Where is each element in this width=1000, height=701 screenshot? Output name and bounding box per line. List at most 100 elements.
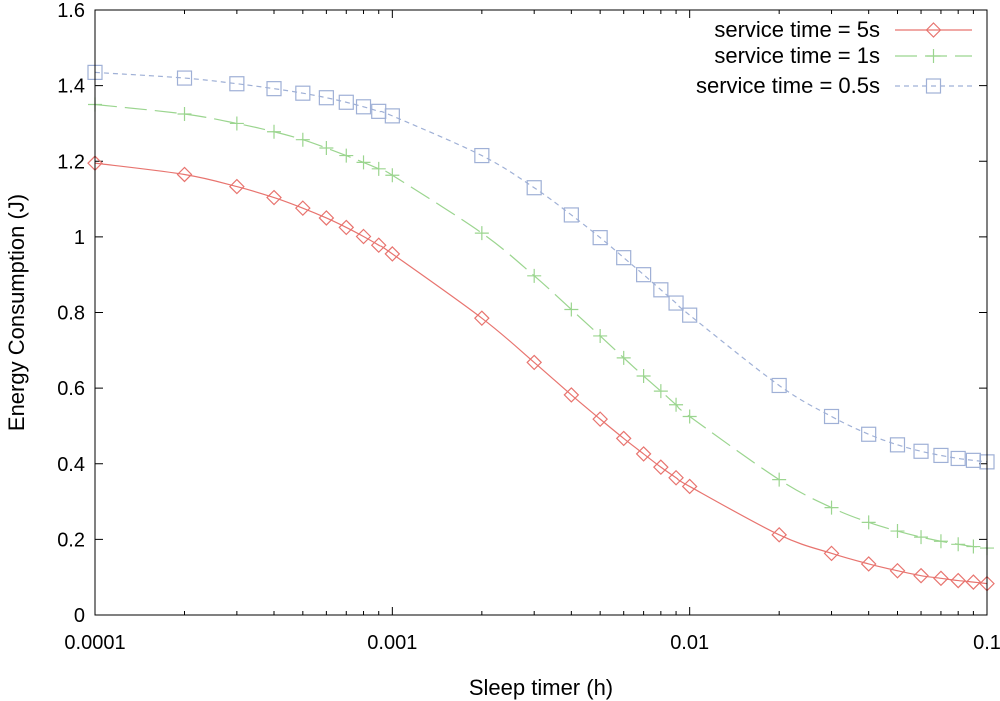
- series-2-point: [593, 328, 608, 343]
- series-2-point: [229, 116, 244, 131]
- series-1-point: [913, 567, 929, 584]
- legend-swatch-marker: [925, 78, 942, 94]
- y-tick-label: 1.6: [57, 0, 85, 22]
- series-3-point: [526, 180, 542, 196]
- y-tick-label: 0.2: [57, 529, 85, 551]
- y-tick-label: 0: [74, 605, 85, 627]
- series-3-point: [950, 450, 966, 467]
- series-2-point: [371, 161, 386, 176]
- series-2-point: [824, 500, 839, 515]
- y-tick-label: 0.4: [57, 454, 85, 476]
- series-1-point: [823, 545, 840, 562]
- series-2-point: [966, 539, 981, 554]
- series-2-point: [616, 350, 631, 365]
- series-1-point: [771, 526, 788, 543]
- legend-label: service time = 0.5s: [696, 73, 880, 98]
- series-1-point: [950, 572, 967, 589]
- axes: 0 0.2 0.4 0.6 0.8 1 1.2 1.4 1.6 0.0001 0.001 0.01 0.…: [57, 0, 1000, 654]
- series-1-point: [176, 166, 193, 183]
- series-3-point: [913, 443, 929, 459]
- series-2-point: [267, 124, 282, 139]
- y-tick-label: 0.8: [57, 303, 85, 325]
- series-1-point: [889, 562, 906, 579]
- series-3-point: [266, 81, 282, 97]
- series-3-point: [823, 408, 840, 425]
- series-1-point: [355, 228, 372, 245]
- series-2-point: [474, 226, 489, 241]
- series-2-point: [772, 472, 787, 487]
- series-2-point: [177, 106, 192, 121]
- series-2-point: [356, 155, 371, 170]
- series-2-point: [527, 268, 542, 283]
- y-tick-label: 1.2: [57, 151, 85, 173]
- series-2-point: [890, 524, 905, 539]
- legend-label: service time = 1s: [714, 43, 880, 68]
- series-3-point: [616, 250, 632, 266]
- series-2-point: [636, 369, 651, 384]
- x-tick-label: 0.1: [973, 632, 1000, 654]
- x-tick-label: 0.001: [367, 632, 417, 654]
- series-3-point: [474, 147, 490, 164]
- series-line-1: [94, 162, 988, 585]
- series-3-point: [889, 437, 906, 453]
- series-2-point: [682, 409, 697, 424]
- y-tick-label: 1.4: [57, 76, 85, 98]
- series-3-point: [933, 447, 949, 464]
- series-1-point: [370, 237, 387, 254]
- series-1-point: [384, 246, 401, 262]
- y-tick-label: 1: [74, 227, 85, 249]
- series-3-point: [295, 85, 311, 101]
- series-2-point: [951, 537, 966, 552]
- series-2-point: [669, 397, 684, 412]
- series-1-point: [965, 574, 982, 590]
- series-1-point: [338, 219, 355, 236]
- x-axis-title: Sleep timer (h): [469, 675, 613, 700]
- series-2-point: [914, 530, 929, 545]
- series-2-point: [319, 141, 334, 156]
- series-3-point: [563, 207, 579, 223]
- series-lines: [94, 71, 988, 585]
- series-3-point: [861, 426, 877, 442]
- series-1-point: [635, 446, 652, 462]
- x-tick-label: 0.0001: [64, 632, 125, 654]
- series-line-3: [94, 71, 988, 463]
- series-2-point: [385, 168, 400, 183]
- legend-swatch-marker: [926, 49, 941, 63]
- series-3-point: [682, 307, 698, 323]
- series-1-point: [563, 387, 580, 403]
- series-3-point: [668, 295, 684, 311]
- y-axis-title: Energy Consumption (J): [4, 194, 29, 431]
- series-2-point: [564, 302, 579, 317]
- series-1-point: [294, 200, 311, 216]
- series-1-point: [266, 189, 282, 206]
- series-1-point: [318, 210, 335, 226]
- series-3-point: [338, 94, 354, 110]
- series-3-point: [229, 76, 245, 92]
- series-1-point: [473, 310, 490, 327]
- x-tick-label: 0.01: [670, 632, 709, 654]
- series-1-point: [653, 459, 669, 476]
- y-tick-label: 0.6: [57, 378, 85, 400]
- series-1-point: [526, 354, 543, 371]
- series-2-point: [861, 515, 876, 530]
- series-markers: [87, 64, 995, 592]
- series-3-point: [653, 282, 669, 298]
- plot-frame: [94, 9, 988, 616]
- series-1-point: [592, 411, 609, 427]
- series-2-point: [339, 148, 354, 163]
- series-1-point: [229, 178, 245, 195]
- series-2-point: [653, 384, 668, 399]
- series-line-2: [94, 103, 988, 549]
- series-1-point: [615, 430, 632, 447]
- series-3-point: [176, 70, 193, 86]
- series-2-point: [295, 132, 310, 147]
- series-1-point: [681, 478, 698, 495]
- series-1-point: [860, 556, 877, 572]
- series-3-point: [318, 90, 334, 106]
- legend-label: service time = 5s: [714, 17, 880, 42]
- series-1-point: [933, 570, 949, 587]
- series-1-point: [668, 469, 684, 486]
